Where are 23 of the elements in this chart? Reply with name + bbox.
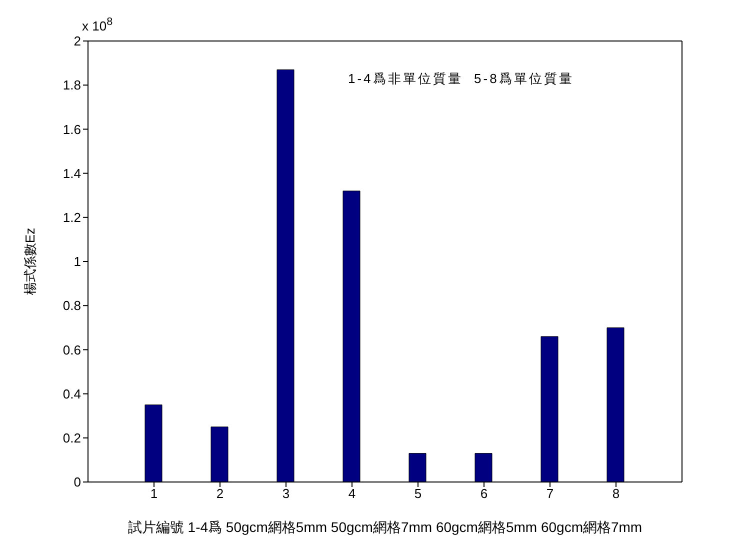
y-tick-label: 2 — [74, 34, 81, 49]
x-tick-label: 2 — [216, 486, 224, 502]
y-axis-title: 楊式係數Ez — [22, 228, 38, 296]
x-axis-title: 試片編號 1-4爲 50gcm網格5mm 50gcm網格7mm 60gcm網格5mm 60gcm網格7mm — [128, 519, 642, 535]
x-tick-label: 4 — [348, 486, 356, 502]
y-tick-label: 0.6 — [62, 342, 81, 358]
x-tick-label: 8 — [612, 486, 620, 502]
x-tick-label: 6 — [480, 486, 488, 502]
y-tick-label: 0.8 — [62, 298, 81, 314]
y-tick-label: 1.4 — [62, 166, 81, 181]
y-tick-label: 0 — [74, 474, 81, 490]
y-tick-label: 1.2 — [62, 210, 81, 226]
text: x 10$^{8}$ — [82, 16, 113, 34]
x-tick-label: 5 — [414, 486, 422, 502]
x-tick-label: 7 — [546, 486, 554, 502]
x-tick-label: 1 — [150, 486, 158, 502]
y-tick-label: 1 — [74, 254, 81, 270]
y-tick-label: 0.4 — [62, 386, 81, 402]
y-tick-label: 1.6 — [62, 122, 81, 137]
annotation: 1-4爲非單位質量 5-8爲單位質量 — [348, 70, 574, 88]
y-tick-label: 1.8 — [62, 78, 81, 93]
y-tick-label: 0.2 — [62, 430, 81, 446]
x-tick-label: 3 — [282, 486, 290, 502]
